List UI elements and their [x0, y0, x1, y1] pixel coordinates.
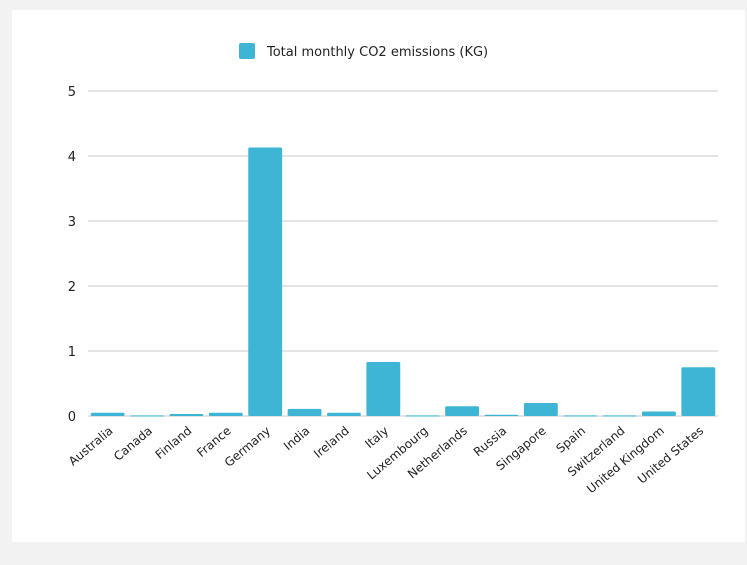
bar-united-states [681, 367, 716, 416]
y-tick-label: 4 [68, 150, 76, 165]
bar-france [208, 412, 243, 416]
y-tick-label: 5 [68, 85, 76, 100]
bars [90, 147, 716, 417]
bar-ireland [327, 412, 361, 416]
legend-label: Total monthly CO2 emissions (KG) [266, 45, 488, 60]
y-axis-ticks: 0 1 2 3 4 5 [68, 85, 76, 425]
x-tick-label: Canada [111, 424, 155, 464]
bar-singapore [523, 403, 558, 416]
legend-swatch [239, 43, 255, 59]
y-tick-label: 1 [68, 345, 76, 360]
bar-spain [563, 415, 598, 417]
bar-australia [90, 412, 125, 416]
x-tick-label: Spain [553, 424, 588, 456]
bar-switzerland [602, 415, 637, 417]
bar-united-kingdom [642, 411, 676, 416]
x-tick-label: Italy [362, 424, 391, 451]
legend: Total monthly CO2 emissions (KG) [239, 43, 488, 60]
bar-italy [366, 362, 401, 416]
bar-canada [130, 415, 164, 417]
y-tick-label: 2 [68, 280, 76, 295]
x-tick-label: Finland [153, 424, 195, 462]
x-tick-label: Ireland [311, 424, 352, 461]
bar-india [287, 408, 322, 416]
y-tick-label: 3 [68, 215, 76, 230]
bar-germany [248, 147, 283, 417]
bar-luxembourg [405, 415, 440, 417]
bar-netherlands [445, 406, 479, 416]
y-tick-label: 0 [68, 410, 76, 425]
x-tick-label: India [281, 424, 313, 454]
chart-card [12, 10, 745, 542]
bar-finland [169, 414, 204, 416]
grid-lines [88, 90, 718, 417]
x-tick-label: Australia [66, 424, 116, 469]
bar-russia [484, 414, 519, 416]
